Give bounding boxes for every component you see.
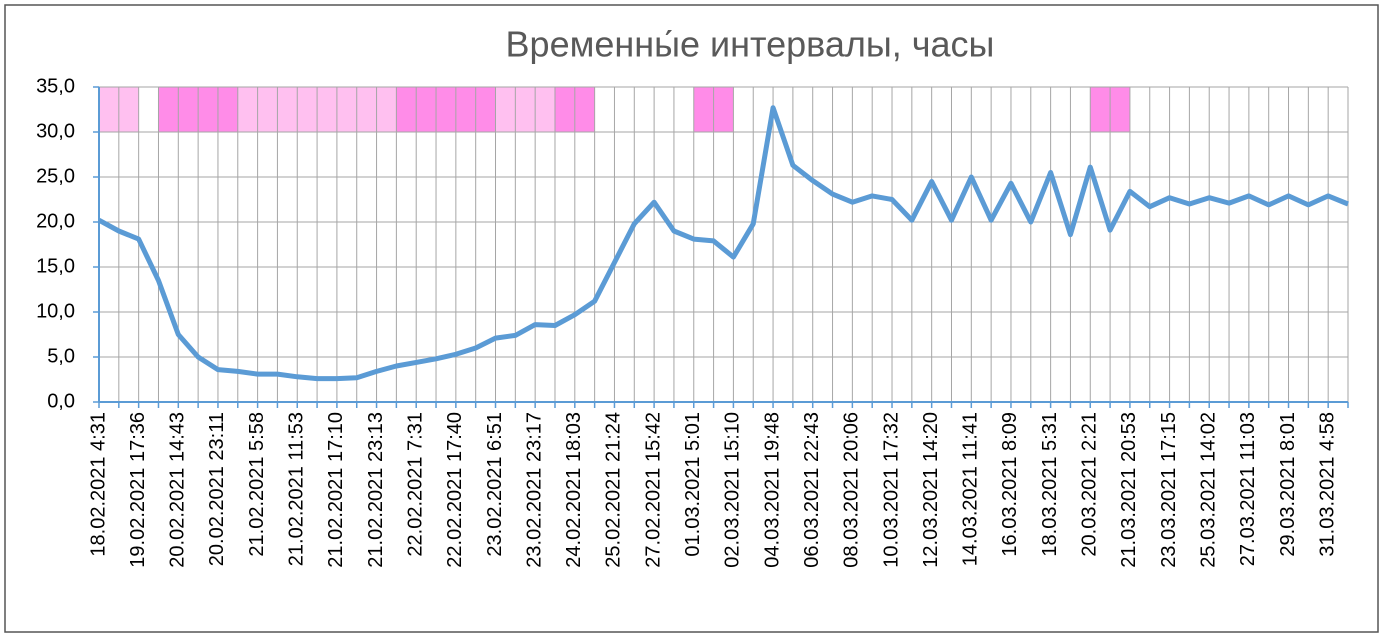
x-tick-label: 20.03.2021 2:21	[1079, 412, 1101, 557]
y-tick-label: 25,0	[36, 165, 75, 187]
band-cell	[118, 87, 139, 132]
y-tick-label: 30,0	[36, 120, 75, 142]
x-tick-label: 19.02.2021 17:36	[127, 412, 149, 568]
x-tick-label: 16.03.2021 8:09	[999, 412, 1021, 557]
band-cell	[317, 87, 337, 132]
x-tick-label: 23.02.2021 23:17	[523, 412, 545, 568]
band-cell	[495, 87, 516, 132]
x-tick-label: 22.02.2021 17:40	[444, 412, 466, 568]
x-tick-label: 27.03.2021 11:03	[1237, 412, 1259, 566]
x-tick-label: 01.03.2021 5:01	[682, 412, 704, 557]
band-cell	[713, 87, 734, 132]
x-tick-label: 21.03.2021 20:53	[1118, 412, 1140, 568]
x-tick-label: 18.02.2021 4:31	[87, 412, 109, 557]
band-cell	[515, 87, 536, 132]
x-tick-label: 02.03.2021 15:10	[722, 412, 744, 568]
band-cell	[1110, 87, 1130, 132]
band-cell	[297, 87, 318, 132]
x-tick-label: 20.02.2021 23:11	[206, 412, 228, 566]
band-cell	[217, 87, 238, 132]
x-tick-label: 21.02.2021 17:10	[325, 412, 347, 568]
x-tick-label: 25.03.2021 14:02	[1198, 412, 1220, 568]
band-cell	[158, 87, 179, 132]
band-cell	[277, 87, 298, 132]
band-cell	[356, 87, 377, 132]
x-tick-label: 29.03.2021 8:01	[1277, 412, 1299, 557]
x-tick-label: 22.02.2021 7:31	[404, 412, 426, 557]
band-cell	[178, 87, 199, 132]
y-tick-label: 0,0	[47, 390, 75, 412]
x-tick-label: 23.03.2021 17:15	[1158, 412, 1180, 568]
x-tick-label: 21.02.2021 23:13	[365, 412, 387, 568]
x-tick-label: 23.02.2021 6:51	[484, 412, 506, 557]
band-cell	[396, 87, 417, 132]
x-tick-label: 31.03.2021 4:58	[1316, 412, 1338, 557]
x-tick-label: 21.02.2021 11:53	[286, 412, 308, 566]
band-cell	[455, 87, 476, 132]
x-tick-label: 14.03.2021 11:41	[960, 412, 982, 566]
chart-title: Временны́е интервалы, часы	[506, 24, 995, 65]
band-cell	[1090, 87, 1111, 132]
x-tick-label: 08.03.2021 20:06	[841, 412, 863, 568]
band-cell	[693, 87, 714, 132]
band-cell	[436, 87, 456, 132]
y-tick-label: 5,0	[47, 345, 75, 367]
band-cell	[198, 87, 218, 132]
y-tick-label: 10,0	[36, 300, 75, 322]
band-cell	[376, 87, 397, 132]
y-tick-label: 20,0	[36, 210, 75, 232]
band-cell	[554, 87, 575, 132]
x-tick-label: 18.03.2021 5:31	[1039, 412, 1061, 557]
x-tick-label: 21.02.2021 5:58	[246, 412, 268, 557]
band-cell	[574, 87, 595, 132]
x-tick-label: 04.03.2021 19:48	[761, 412, 783, 568]
band-cell	[416, 87, 437, 132]
x-tick-label: 27.02.2021 15:42	[642, 412, 664, 568]
band-cell	[336, 87, 357, 132]
band-cell	[99, 87, 119, 132]
band-cell	[475, 87, 496, 132]
x-tick-label: 10.03.2021 17:32	[880, 412, 902, 568]
band-cell	[257, 87, 278, 132]
data-line	[97, 105, 1349, 382]
x-tick-label: 12.03.2021 14:20	[920, 412, 942, 568]
y-tick-label: 35,0	[36, 75, 75, 97]
x-tick-label: 20.02.2021 14:43	[167, 412, 189, 568]
x-tick-label: 25.02.2021 21:24	[603, 412, 625, 568]
band-cell	[237, 87, 258, 132]
y-tick-label: 15,0	[36, 255, 75, 277]
band-cell	[535, 87, 555, 132]
x-tick-label: 06.03.2021 22:43	[801, 412, 823, 568]
x-tick-label: 24.02.2021 18:03	[563, 412, 585, 568]
